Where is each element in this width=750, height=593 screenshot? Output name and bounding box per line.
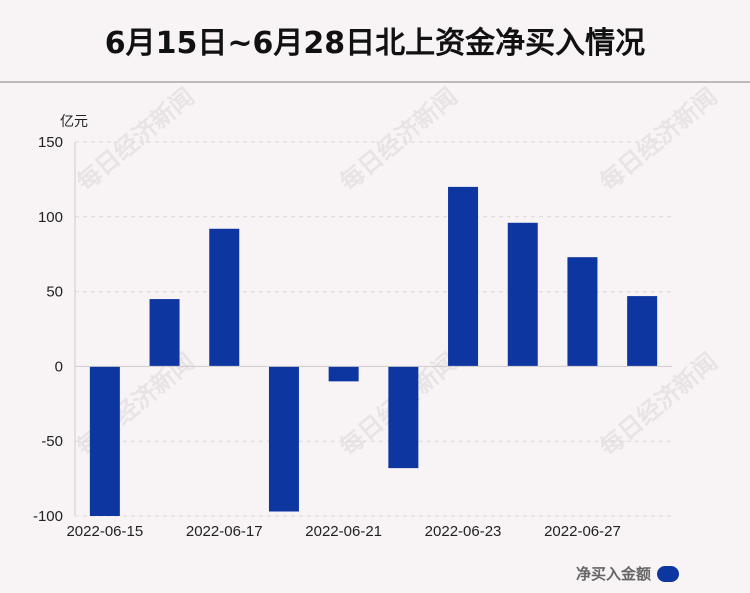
bar-2022-06-28: [627, 296, 658, 367]
bar-2022-06-16: [149, 299, 180, 367]
bar-2022-06-17: [209, 228, 240, 367]
x-tick-label: 2022-06-23: [425, 523, 502, 540]
chart-title: 6月15日~6月28日北上资金净买入情况: [104, 26, 646, 61]
legend: 净买入金额: [576, 563, 680, 584]
y-axis-unit-label: 亿元: [60, 114, 88, 130]
bar-2022-06-22: [388, 366, 419, 469]
x-tick-label: 2022-06-21: [305, 523, 382, 540]
bar-2022-06-23: [448, 186, 479, 367]
x-axis-ticks: 2022-06-15 2022-06-17 2022-06-21 2022-06-23…: [66, 523, 620, 540]
bars: [89, 186, 658, 516]
bar-2022-06-15: [89, 366, 120, 516]
x-tick-label: 2022-06-15: [66, 523, 143, 540]
y-tick-label: 150: [38, 134, 63, 151]
legend-label: 净买入金额: [576, 565, 652, 583]
bar-2022-06-24: [507, 222, 538, 367]
y-tick-label: 50: [46, 284, 63, 301]
x-tick-label: 2022-06-27: [544, 523, 621, 540]
y-tick-label: -50: [41, 433, 63, 450]
y-tick-label: -100: [33, 508, 63, 525]
legend-swatch: [657, 565, 680, 582]
y-tick-label: 100: [38, 209, 63, 226]
x-tick-label: 2022-06-17: [186, 523, 263, 540]
bar-2022-06-21: [328, 366, 359, 382]
title-divider: [0, 81, 750, 83]
bar-2022-06-27: [567, 257, 598, 367]
bar-2022-06-20: [268, 366, 299, 512]
y-axis-ticks: 150 100 50 0 -50 -100: [33, 134, 63, 525]
y-tick-label: 0: [55, 358, 63, 375]
